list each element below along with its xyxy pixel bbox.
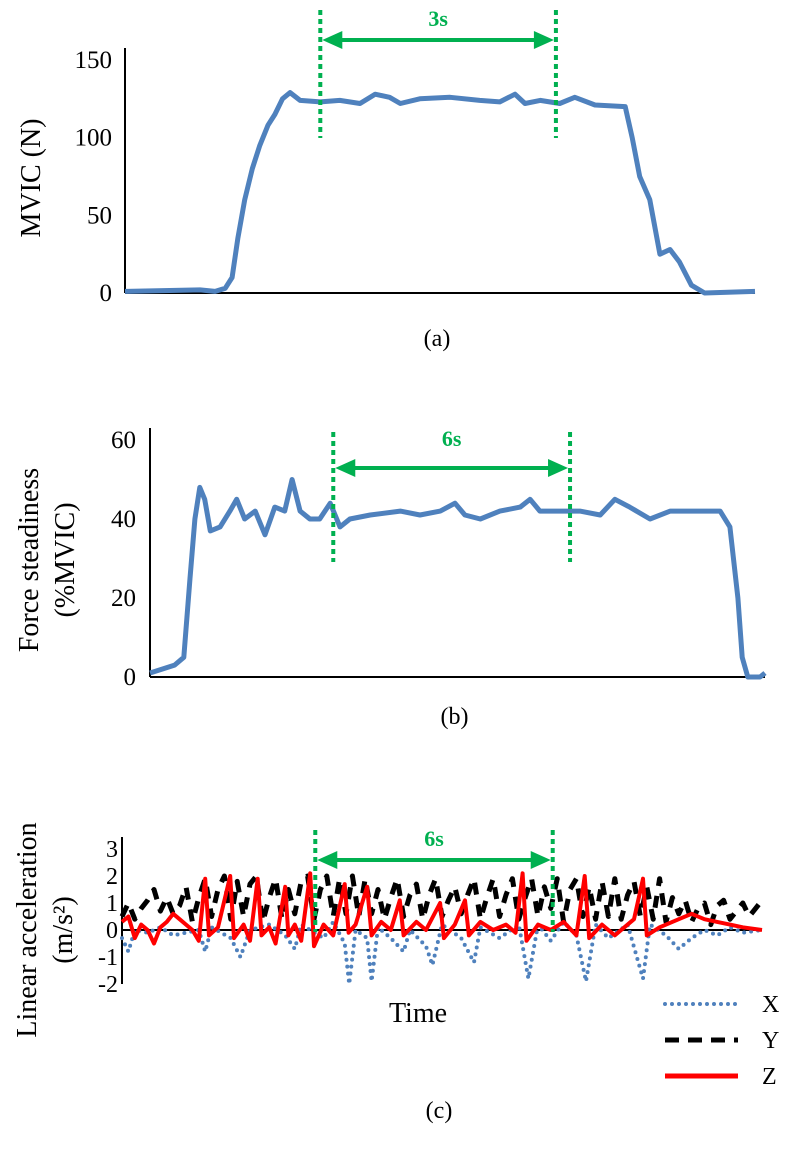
arrow-head-left: [322, 31, 343, 49]
panel-caption: (a): [424, 326, 451, 352]
panel-caption: (b): [441, 704, 469, 730]
y-axis-label: MVIC (N): [16, 119, 47, 238]
window-duration-label: 3s: [428, 6, 448, 31]
panel-a-force-mvic: 0 50 100 150 MVIC (N) 3s (a): [16, 6, 756, 352]
y-tick-label: 50: [87, 202, 112, 229]
y-tick-label: 2: [106, 864, 118, 890]
y-tick-label: 1: [106, 891, 118, 917]
y-tick-label: 100: [75, 125, 113, 152]
y-tick-label: 0: [106, 918, 118, 944]
series-line-z: [120, 871, 763, 949]
legend-label-y: Y: [762, 1028, 779, 1054]
y-axis-label: Linear acceleration: [12, 822, 43, 1037]
legend-label-z: Z: [762, 1064, 777, 1090]
y-tick-label: 3: [106, 837, 118, 863]
y-tick-label: 0: [124, 664, 137, 691]
arrow-head-right: [533, 31, 554, 49]
x-axis-label: Time: [389, 998, 447, 1029]
window-duration-label: 6s: [442, 426, 462, 451]
y-tick-label: 20: [111, 585, 136, 612]
y-axis-label: (m/s²): [48, 896, 79, 964]
y-tick-label: 40: [111, 506, 136, 533]
arrow-head-left: [317, 851, 338, 869]
series-line-force: [124, 90, 756, 296]
arrow-head-right: [548, 459, 569, 477]
y-tick-label: 60: [111, 427, 136, 454]
series-line-force: [149, 477, 767, 680]
panel-caption: (c): [426, 1098, 453, 1124]
panel-b-force-steadiness: 0 20 40 60 Force steadiness (%MVIC) 6s (b): [14, 426, 767, 730]
y-axis-label: (%MVIC): [50, 502, 81, 617]
window-duration-label: 6s: [424, 826, 444, 851]
y-tick-label: 0: [100, 280, 113, 307]
arrow-head-left: [335, 459, 356, 477]
series-line-x: [120, 919, 764, 986]
arrow-head-right: [530, 851, 551, 869]
y-axis-label: Force steadiness: [14, 468, 45, 652]
y-tick-label: -1: [98, 945, 118, 971]
y-tick-label: 150: [75, 47, 113, 74]
legend-label-x: X: [762, 992, 779, 1018]
y-tick-label: -2: [98, 972, 118, 998]
